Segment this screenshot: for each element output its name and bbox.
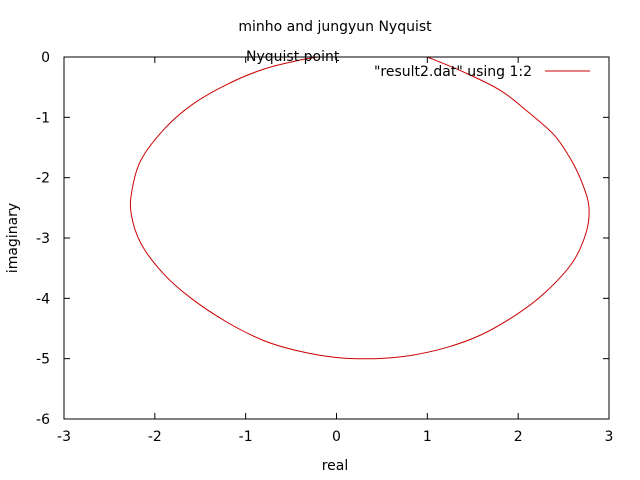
chart-title: minho and jungyun Nyquist <box>238 19 432 35</box>
y-tick-label: -1 <box>36 110 50 126</box>
x-axis-label: real <box>322 458 349 474</box>
x-tick-label: -3 <box>57 429 71 445</box>
y-tick-label: -6 <box>36 412 50 428</box>
series-layer <box>129 56 590 360</box>
x-tick-label: 0 <box>332 429 341 445</box>
series-line <box>129 56 590 360</box>
annotation-nyquist-point: Nyquist point <box>246 49 340 65</box>
x-tick-label: 2 <box>514 429 523 445</box>
y-tick-label: -2 <box>36 171 50 187</box>
y-tick-label: -5 <box>36 352 50 368</box>
y-tick-label: -4 <box>36 291 50 307</box>
x-tick-label: -2 <box>148 429 162 445</box>
x-tick-label: 1 <box>423 429 432 445</box>
x-tick-label: 3 <box>605 429 614 445</box>
tick-labels: -3 -2 -1 0 1 2 3 0 -1 -2 -3 -4 -5 -6 <box>36 50 613 445</box>
y-tick-label: 0 <box>41 50 50 66</box>
legend-label: "result2.dat" using 1:2 <box>374 64 532 80</box>
plot-border <box>63 56 610 420</box>
x-tick-label: -1 <box>239 429 253 445</box>
y-axis-label: imaginary <box>5 203 21 273</box>
y-tick-label: -3 <box>36 231 50 247</box>
